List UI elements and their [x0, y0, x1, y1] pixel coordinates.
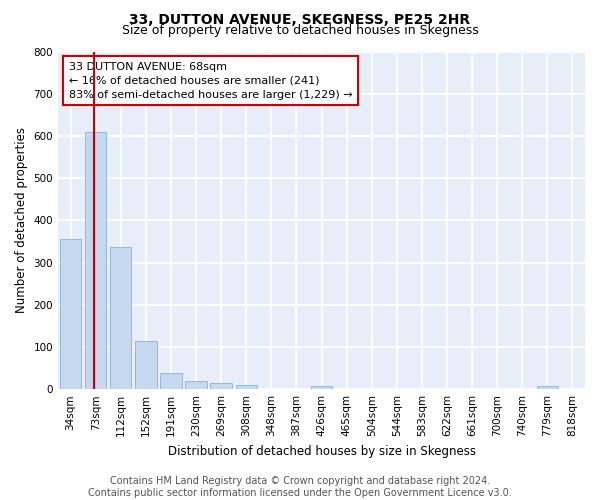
- Bar: [85, 132, 106, 389]
- Bar: [135, 342, 157, 389]
- Y-axis label: Number of detached properties: Number of detached properties: [15, 128, 28, 314]
- Bar: [236, 385, 257, 389]
- Bar: [110, 246, 131, 389]
- Bar: [311, 386, 332, 389]
- Bar: [536, 386, 558, 389]
- Text: 33, DUTTON AVENUE, SKEGNESS, PE25 2HR: 33, DUTTON AVENUE, SKEGNESS, PE25 2HR: [130, 12, 470, 26]
- Text: Size of property relative to detached houses in Skegness: Size of property relative to detached ho…: [122, 24, 478, 37]
- X-axis label: Distribution of detached houses by size in Skegness: Distribution of detached houses by size …: [167, 444, 476, 458]
- Bar: [160, 373, 182, 389]
- Bar: [211, 383, 232, 389]
- Text: Contains HM Land Registry data © Crown copyright and database right 2024.
Contai: Contains HM Land Registry data © Crown c…: [88, 476, 512, 498]
- Text: 33 DUTTON AVENUE: 68sqm
← 16% of detached houses are smaller (241)
83% of semi-d: 33 DUTTON AVENUE: 68sqm ← 16% of detache…: [68, 62, 352, 100]
- Bar: [60, 240, 81, 389]
- Bar: [185, 380, 207, 389]
